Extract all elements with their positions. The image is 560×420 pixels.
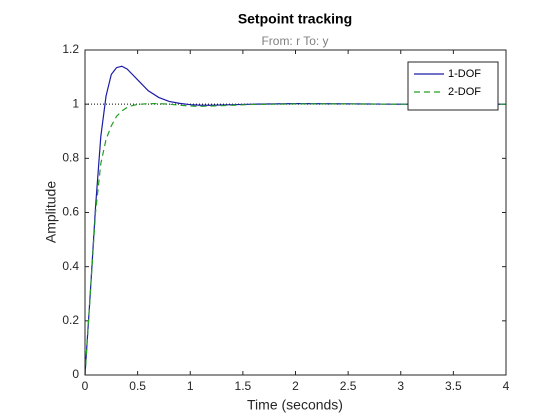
y-tick-label: 0.2: [62, 313, 79, 327]
x-tick-label: 2: [292, 379, 299, 393]
chart-subtitle: From: r To: y: [261, 34, 328, 48]
plot-frame: [84, 49, 507, 376]
chart-title: Setpoint tracking: [238, 11, 352, 27]
x-tick-label: 1: [187, 379, 194, 393]
x-tick-label: 3: [397, 379, 404, 393]
y-tick-label: 0.6: [62, 205, 79, 219]
x-tick-label: 2.5: [340, 379, 357, 393]
y-tick-label: 0: [72, 367, 79, 381]
x-tick-label: 0: [82, 379, 89, 393]
y-tick-label: 0.8: [62, 151, 79, 165]
series-line: [84, 103, 506, 376]
legend-label: 1-DOF: [448, 68, 481, 80]
x-tick-label: 1.5: [235, 379, 252, 393]
legend-box: [407, 61, 499, 111]
x-tick-label: 3.5: [445, 379, 462, 393]
x-tick-label: 0.5: [129, 379, 146, 393]
legend-label: 2-DOF: [448, 86, 481, 98]
y-axis-label: Amplitude: [43, 181, 59, 243]
x-tick-label: 4: [503, 379, 510, 393]
y-tick-label: 1: [72, 96, 79, 110]
y-tick-label: 0.4: [62, 259, 79, 273]
x-axis-label: Time (seconds): [247, 397, 343, 413]
y-tick-label: 1.2: [62, 42, 79, 56]
